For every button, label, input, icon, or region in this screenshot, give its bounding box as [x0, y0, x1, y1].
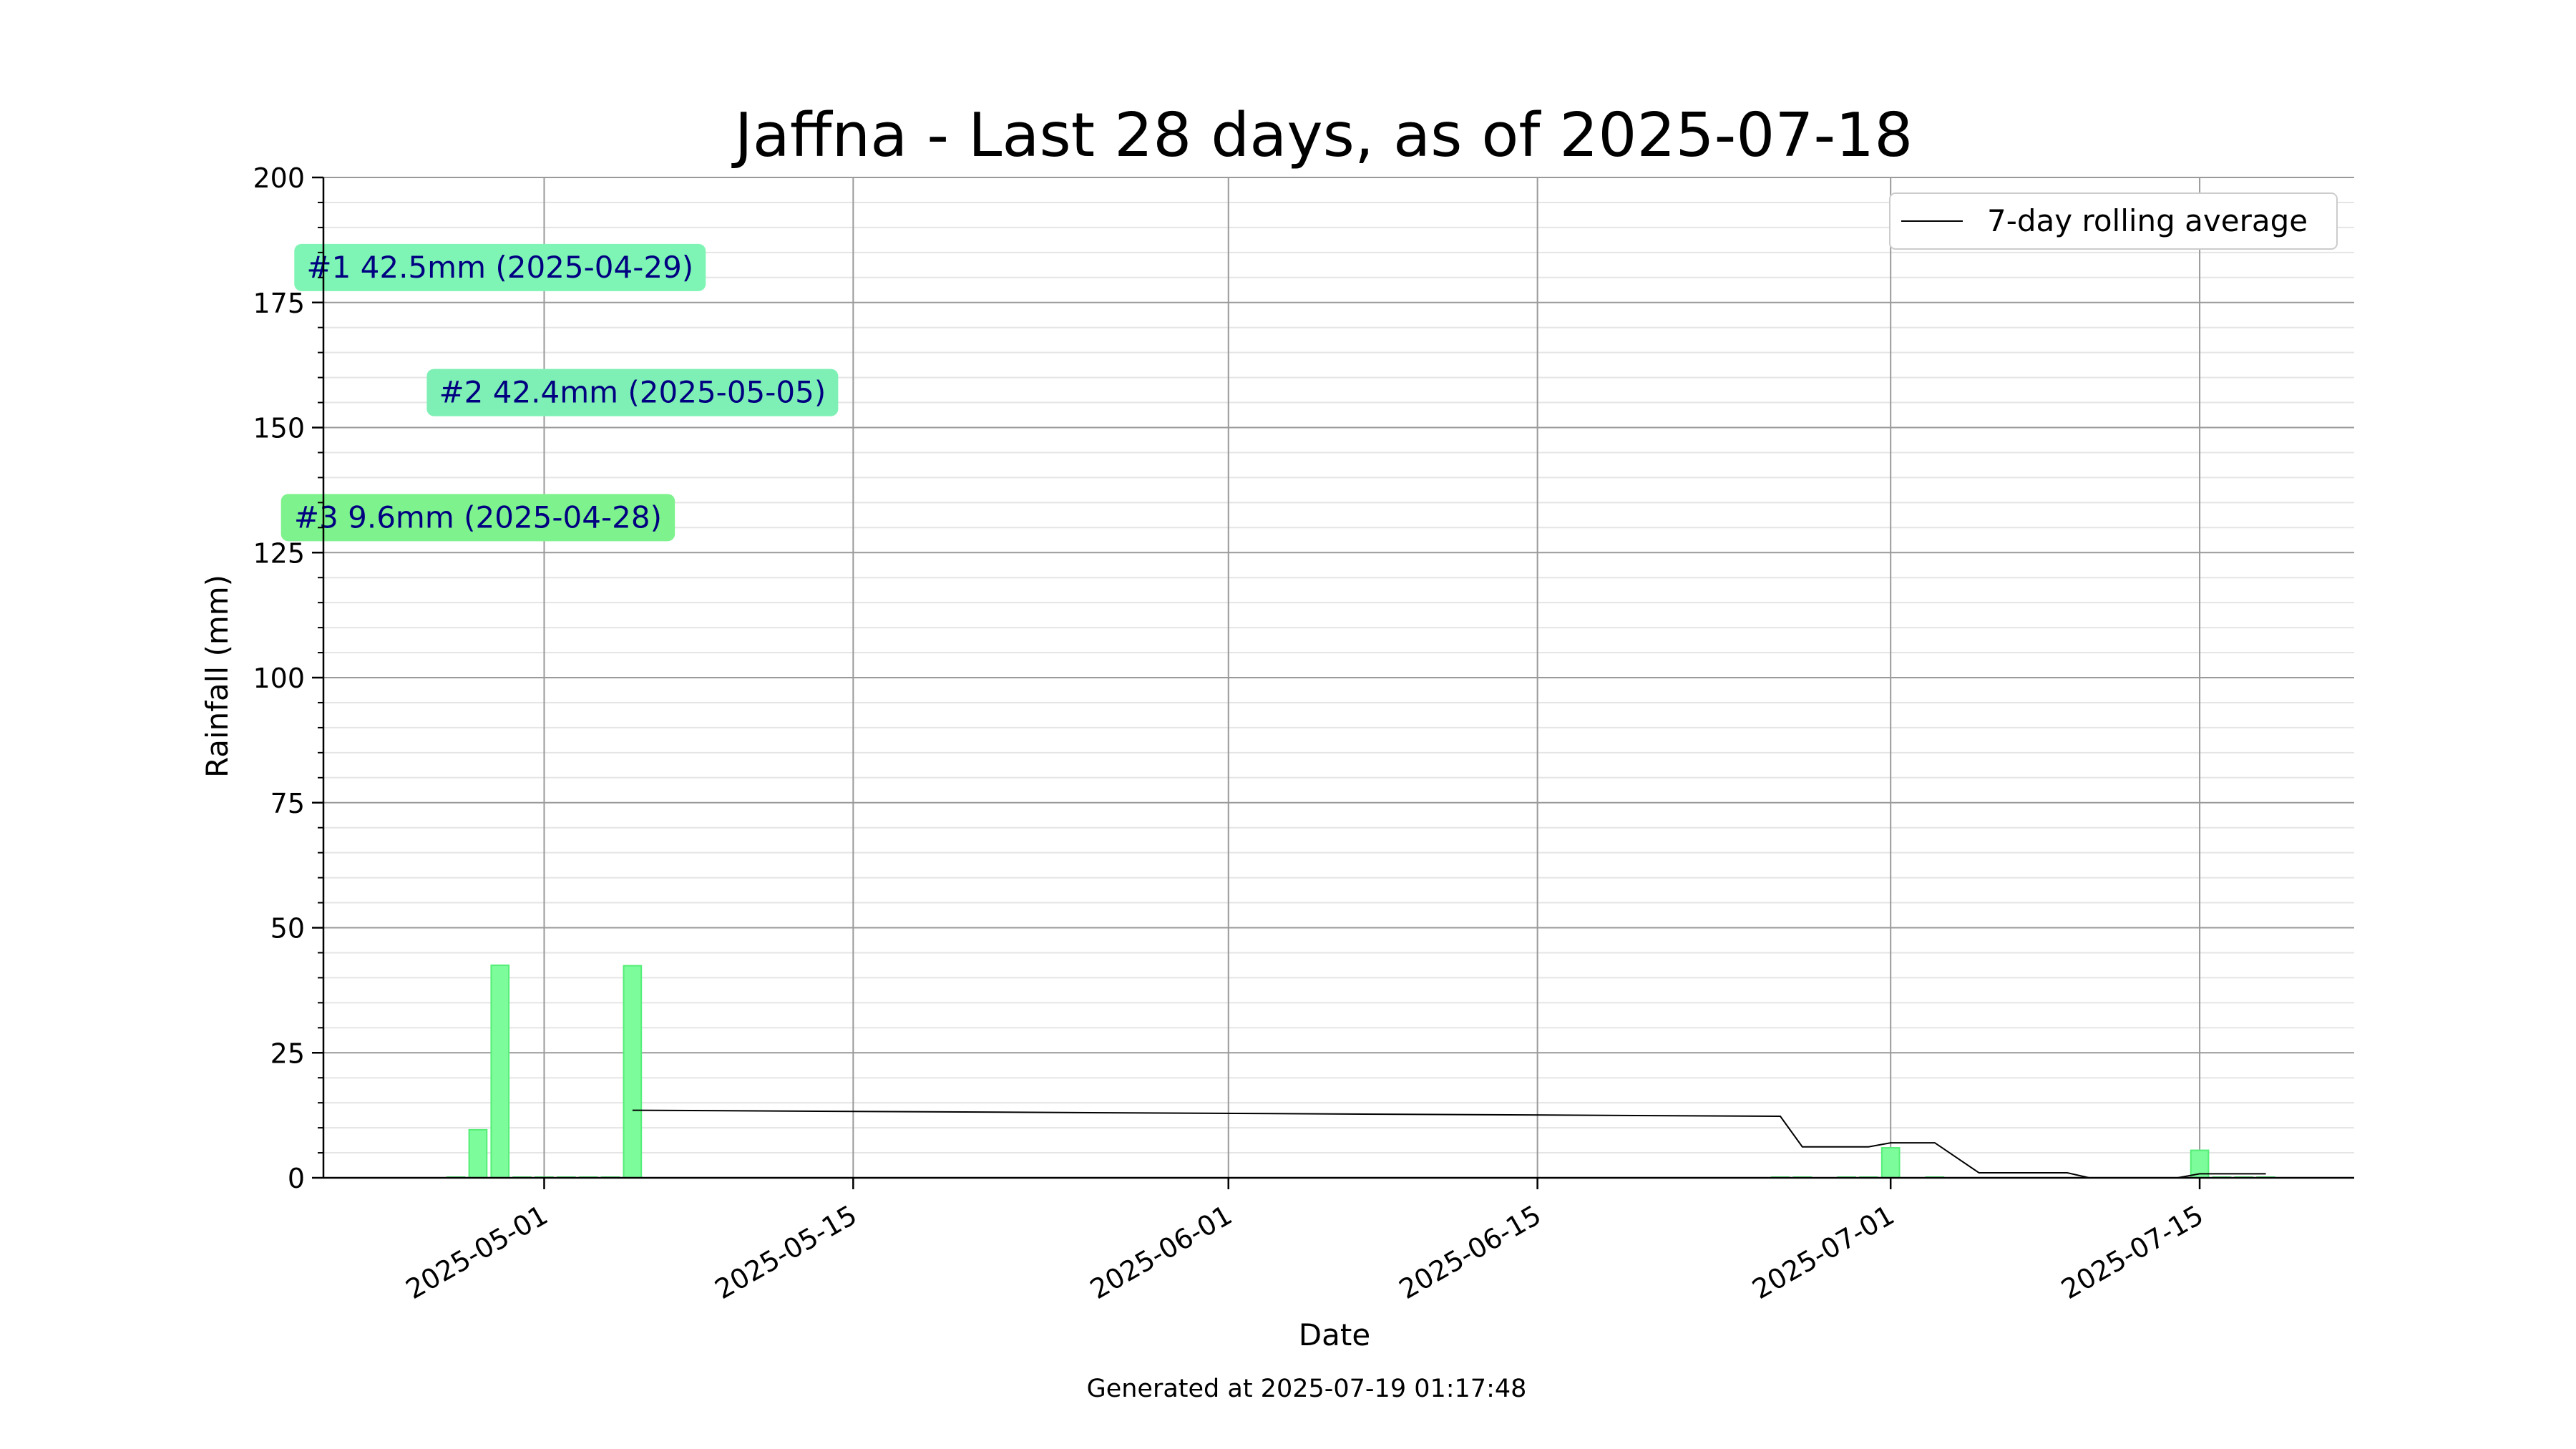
y-tick-label: 100 [253, 663, 305, 694]
y-axis-label: Rainfall (mm) [200, 575, 235, 778]
annotation-label: #3 9.6mm (2025-04-28) [294, 499, 662, 535]
minor-gridlines [323, 201, 2354, 1154]
y-tick-label: 150 [253, 413, 305, 444]
y-tick-label: 75 [270, 788, 305, 819]
annotation-box [426, 369, 839, 416]
rainfall-bar [490, 964, 510, 1179]
legend: 7-day rolling average [1889, 192, 2338, 250]
x-axis-label: Date [1299, 1317, 1370, 1352]
annotation-label: #2 42.4mm (2025-05-05) [439, 375, 826, 410]
annotation-box [294, 243, 706, 291]
y-tick-label: 125 [253, 537, 305, 569]
chart-title: Jaffna - Last 28 days, as of 2025-07-18 [731, 100, 1913, 171]
generated-at-footer: Generated at 2025-07-19 01:17:48 [1087, 1375, 1527, 1403]
y-tick-label: 50 [270, 913, 305, 945]
y-tick-label: 175 [253, 288, 305, 319]
top-rainfall-annotations: #1 42.5mm (2025-04-29) #2 42.4mm (2025-05… [280, 243, 839, 542]
y-tick-label: 25 [270, 1038, 305, 1069]
legend-entry: 7-day rolling average [1987, 203, 2308, 238]
legend-frame [1889, 192, 2338, 250]
y-tick-label: 200 [253, 162, 305, 194]
major-gridlines [323, 177, 2354, 1178]
rainfall-bar [623, 965, 643, 1179]
rainfall-bar [468, 1128, 488, 1179]
annotation-label: #1 42.5mm (2025-04-29) [306, 250, 693, 285]
annotation-box [280, 494, 675, 542]
axes [312, 176, 2354, 1189]
rainfall-bar [1880, 1147, 1901, 1179]
y-tick-label: 0 [288, 1163, 305, 1194]
